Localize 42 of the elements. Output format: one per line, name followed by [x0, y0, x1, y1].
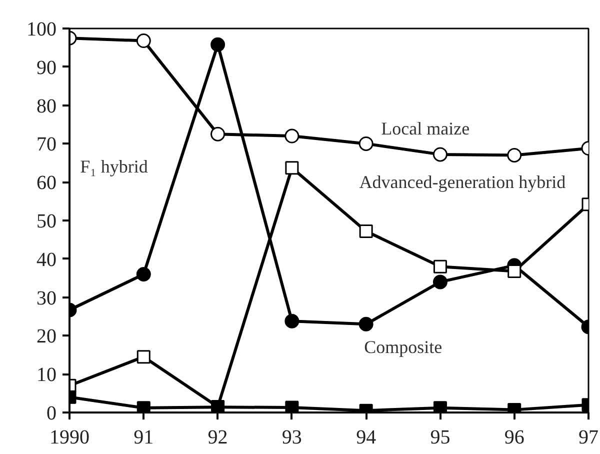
point [284, 128, 300, 144]
y-tick-label: 30 [36, 287, 56, 310]
x-tick-label: 97 [578, 426, 598, 448]
x-tick-label: 94 [356, 426, 376, 448]
annotation: Composite [364, 337, 442, 358]
y-tick-label: 60 [36, 172, 56, 194]
point [210, 126, 226, 142]
point [508, 264, 522, 278]
y-tick-label: 50 [36, 210, 56, 232]
y-tick-label: 70 [36, 134, 56, 156]
point [507, 148, 522, 162]
point [284, 314, 300, 328]
x-tick-label: 96 [504, 426, 524, 448]
point [358, 316, 374, 332]
point [433, 260, 447, 274]
x-tick-label: 93 [282, 426, 302, 448]
y-tick-label: 10 [36, 364, 56, 386]
point [136, 401, 150, 412]
point [432, 147, 448, 162]
y-tick-label: 100 [26, 18, 56, 40]
point [136, 34, 151, 48]
y-tick-label: 40 [36, 248, 56, 271]
annotation: F₁ hybrid [80, 156, 148, 177]
point [359, 224, 373, 238]
point [136, 350, 150, 364]
point [285, 161, 299, 175]
y-tick-label: 0 [46, 402, 56, 424]
y-tick-label: 20 [36, 326, 56, 348]
y-tick-label: 80 [36, 95, 56, 118]
x-tick-label: 1990 [50, 426, 90, 448]
point [358, 136, 374, 151]
x-tick-label: 91 [134, 426, 154, 448]
y-tick-label: 90 [36, 56, 56, 79]
point [136, 267, 151, 282]
x-tick-label: 95 [430, 426, 450, 448]
x-tick-label: 92 [208, 426, 228, 448]
point [433, 401, 447, 412]
point [285, 400, 299, 412]
point [432, 274, 448, 290]
annotation: Local maize [381, 118, 470, 138]
point [210, 37, 226, 52]
annotation: Advanced-generation hybrid [359, 172, 566, 192]
